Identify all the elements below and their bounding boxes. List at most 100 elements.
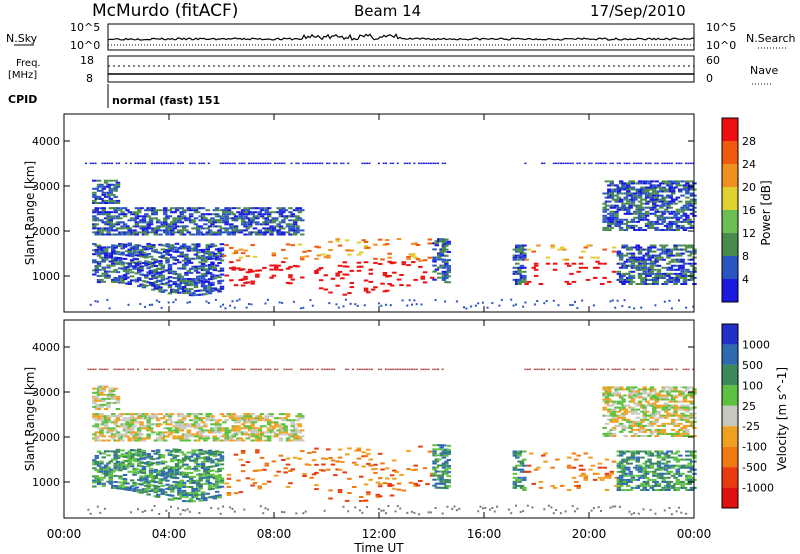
velocity-cell: [106, 393, 111, 396]
velocity-cell: [666, 408, 671, 411]
power-cell: [517, 244, 522, 247]
power-cell: [680, 283, 685, 285]
power-cell: [363, 289, 369, 292]
velocity-cell: [118, 425, 123, 428]
power-cell: [148, 207, 154, 210]
velocity-cell: [177, 435, 182, 438]
velocity-cell: [170, 490, 175, 493]
velocity-cell: [146, 421, 151, 424]
power-cell: [252, 207, 258, 210]
power-cell: [652, 212, 657, 215]
velocity-cell: [203, 458, 208, 461]
power-cell: [675, 218, 681, 221]
velocity-cell: [170, 494, 175, 497]
power-cell: [649, 186, 655, 189]
power-cell: [151, 207, 156, 210]
velocity-cell: [604, 402, 610, 405]
velocity-scatter-dot: [458, 507, 461, 510]
velocity-cell: [184, 467, 189, 470]
velocity-cell: [583, 474, 588, 477]
power-cell: [356, 253, 362, 256]
velocity-cell: [238, 419, 244, 422]
power-range-line-dot: [252, 162, 255, 165]
power-cell: [94, 187, 99, 190]
velocity-cell: [288, 470, 293, 472]
velocity-cell: [165, 493, 170, 496]
power-cell: [626, 186, 631, 189]
velocity-cell: [174, 469, 180, 471]
power-cell: [281, 211, 286, 214]
power-cell: [101, 209, 106, 212]
power-cell: [94, 233, 99, 236]
power-cell: [614, 216, 619, 219]
velocity-cell: [210, 417, 215, 420]
power-cell: [276, 231, 281, 234]
velocity-cell: [446, 450, 451, 453]
power-cell: [122, 278, 128, 281]
power-cell: [188, 209, 194, 212]
power-cell: [644, 214, 650, 217]
velocity-cell: [238, 437, 244, 440]
velocity-cell: [630, 388, 636, 391]
velocity-scatter-dot: [283, 511, 286, 514]
power-cell: [200, 285, 206, 288]
velocity-cell: [212, 495, 218, 498]
power-cell: [441, 242, 447, 245]
velocity-range-line-dot: [330, 368, 333, 371]
power-cell: [673, 272, 678, 275]
power-cell: [666, 194, 671, 197]
power-cell: [205, 209, 210, 212]
velocity-range-line-dot: [113, 368, 116, 371]
power-cell: [519, 264, 525, 267]
velocity-cell: [444, 481, 449, 483]
power-cell: [616, 270, 622, 273]
velocity-cell: [446, 448, 451, 451]
power-range-line-dot: [290, 162, 293, 165]
velocity-cell: [623, 460, 629, 463]
power-cell: [415, 244, 421, 246]
velocity-cell: [637, 402, 643, 405]
power-cell: [288, 219, 293, 222]
power-cell: [146, 209, 151, 212]
velocity-cell: [163, 473, 168, 476]
power-cell: [689, 188, 695, 191]
velocity-cell: [347, 492, 352, 494]
velocity-cell: [205, 417, 210, 420]
power-cell: [644, 274, 650, 277]
power-cell: [290, 227, 295, 230]
velocity-cell: [647, 414, 652, 417]
power-cell: [205, 258, 210, 261]
power-cell: [167, 227, 173, 230]
power-cell: [673, 222, 678, 225]
velocity-cell: [377, 495, 383, 498]
velocity-cell: [439, 480, 444, 483]
velocity-cell: [666, 464, 671, 467]
velocity-cell: [609, 414, 614, 417]
power-cell: [137, 209, 142, 212]
power-cell: [666, 184, 671, 187]
velocity-cell: [392, 487, 397, 490]
velocity-cell: [659, 430, 664, 433]
power-cell: [614, 188, 619, 191]
velocity-cell: [659, 468, 664, 471]
velocity-cell: [512, 466, 518, 469]
power-cell: [670, 192, 676, 195]
power-cell: [181, 290, 187, 292]
velocity-cell: [274, 423, 279, 426]
power-cell: [621, 244, 626, 247]
velocity-cell: [434, 482, 440, 485]
velocity-cell: [99, 431, 104, 434]
velocity-cell: [642, 472, 647, 475]
power-cell: [522, 248, 527, 251]
velocity-cell: [434, 466, 440, 469]
power-cell: [108, 191, 114, 194]
velocity-cell: [115, 439, 121, 442]
power-cell: [659, 198, 664, 201]
velocity-scatter-dot: [429, 511, 432, 514]
power-range-line-dot: [418, 162, 421, 165]
velocity-cell: [647, 460, 652, 463]
power-cell: [188, 233, 194, 236]
velocity-cell: [172, 487, 177, 489]
power-cell: [604, 208, 610, 211]
velocity-cell: [141, 488, 147, 491]
